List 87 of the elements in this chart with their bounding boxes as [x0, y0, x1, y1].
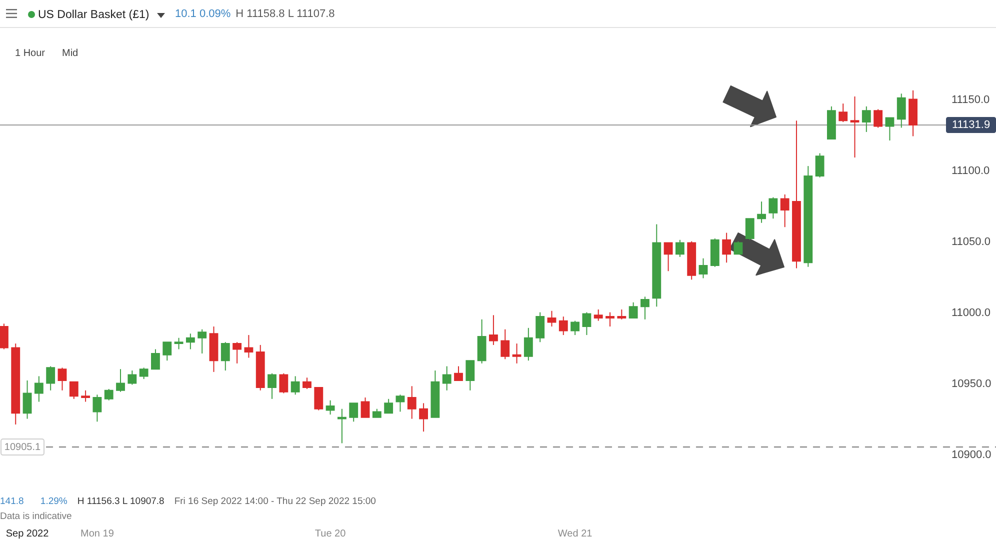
- x-tick-label: Wed 21: [558, 528, 593, 540]
- candlestick: [536, 312, 545, 343]
- candlestick: [46, 366, 56, 391]
- y-tick-label: 10950.0: [952, 378, 992, 390]
- candlestick: [838, 103, 848, 123]
- candlestick: [454, 366, 463, 381]
- candlestick: [232, 342, 242, 364]
- ref-line-label: 11131.9: [952, 119, 990, 131]
- candlestick: [279, 372, 288, 394]
- candlestick: [757, 201, 766, 224]
- y-tick-label: 11000.0: [952, 306, 990, 319]
- candlestick: [664, 242, 673, 272]
- candlestick: [151, 348, 160, 370]
- candlestick: [69, 381, 78, 400]
- candlestick: [326, 400, 335, 416]
- candlestick: [874, 108, 883, 128]
- annotation: Mid: [62, 48, 78, 59]
- candlestick: [617, 308, 626, 320]
- candlestick: [722, 232, 732, 264]
- ref-line-label: 10905.1: [4, 442, 42, 454]
- candlestick: [850, 96, 860, 158]
- candlestick: [558, 316, 568, 336]
- candlestick: [128, 370, 137, 386]
- candlestick: [896, 93, 906, 128]
- y-tick-label: 11100.0: [952, 164, 990, 177]
- candlestick: [815, 152, 824, 178]
- candlestick: [22, 380, 32, 420]
- candlestick: [628, 302, 638, 318]
- x-tick-label: Sep 2022: [6, 528, 50, 540]
- candlestick: [314, 387, 324, 411]
- candlestick: [290, 376, 300, 396]
- y-tick-label: 10900.0: [952, 448, 992, 461]
- candlestick: [698, 258, 708, 279]
- candlestick: [81, 390, 90, 402]
- y-tick-label: 11150.0: [952, 94, 990, 106]
- candlestick: [780, 194, 790, 228]
- candlestick: [885, 117, 894, 141]
- candlestick: [640, 296, 650, 320]
- candlestick: [524, 327, 533, 362]
- candlestick: [466, 360, 475, 391]
- text: Data is indicative: [0, 511, 72, 522]
- candlestick: [594, 308, 603, 322]
- candlestick: [92, 394, 102, 422]
- annotation: 1 Hour: [15, 48, 46, 59]
- candlestick: [442, 366, 452, 391]
- text: Fri 16 Sep 2022 14:00 - Thu 22 Sep 2022 15:00: [174, 496, 376, 508]
- candlestick: [162, 342, 172, 362]
- candlestick: [244, 334, 254, 358]
- candlestick: [419, 402, 428, 432]
- candlestick: [58, 367, 67, 391]
- candlestick: [407, 386, 416, 420]
- candlestick: [220, 342, 230, 372]
- candlestick: [186, 333, 195, 350]
- candlestick: [500, 328, 510, 360]
- candlestick: [570, 320, 580, 336]
- x-tick-label: Mon 19: [80, 528, 114, 540]
- candlestick: [606, 312, 614, 327]
- candlestick: [34, 376, 44, 402]
- text: H 11156.3 L 10907.8: [77, 496, 164, 508]
- chart-title: US Dollar Basket (£1): [38, 8, 150, 21]
- candlestick: [582, 312, 592, 336]
- candlestick: [734, 240, 743, 255]
- candlestick: [862, 106, 871, 132]
- candlestick: [360, 397, 370, 418]
- candlestick: [396, 394, 405, 412]
- candlestick: [745, 218, 754, 240]
- text: 141.8 1.29%: [0, 496, 68, 508]
- candlestick: [489, 314, 498, 346]
- candlestick: [139, 367, 148, 380]
- candlestick: [104, 388, 114, 401]
- candlestick: [384, 398, 394, 414]
- candlestick: [349, 402, 358, 422]
- candlestick: [174, 337, 184, 350]
- candlestick: [198, 328, 207, 354]
- candlestick: [302, 377, 312, 390]
- candlestick: [337, 408, 346, 444]
- candlestick: [116, 368, 125, 392]
- candlestick: [268, 372, 276, 400]
- candlestick: [512, 343, 522, 364]
- candlestick: [768, 196, 778, 220]
- x-tick-label: Tue 20: [314, 528, 346, 540]
- text: 10.1 0.09%: [175, 8, 231, 21]
- candlestick: [675, 239, 684, 258]
- text: H 11158.8 L 11107.8: [236, 8, 335, 21]
- y-tick-label: 11050.0: [952, 236, 990, 248]
- candlestick: [547, 310, 556, 327]
- candlestick: [0, 323, 8, 350]
